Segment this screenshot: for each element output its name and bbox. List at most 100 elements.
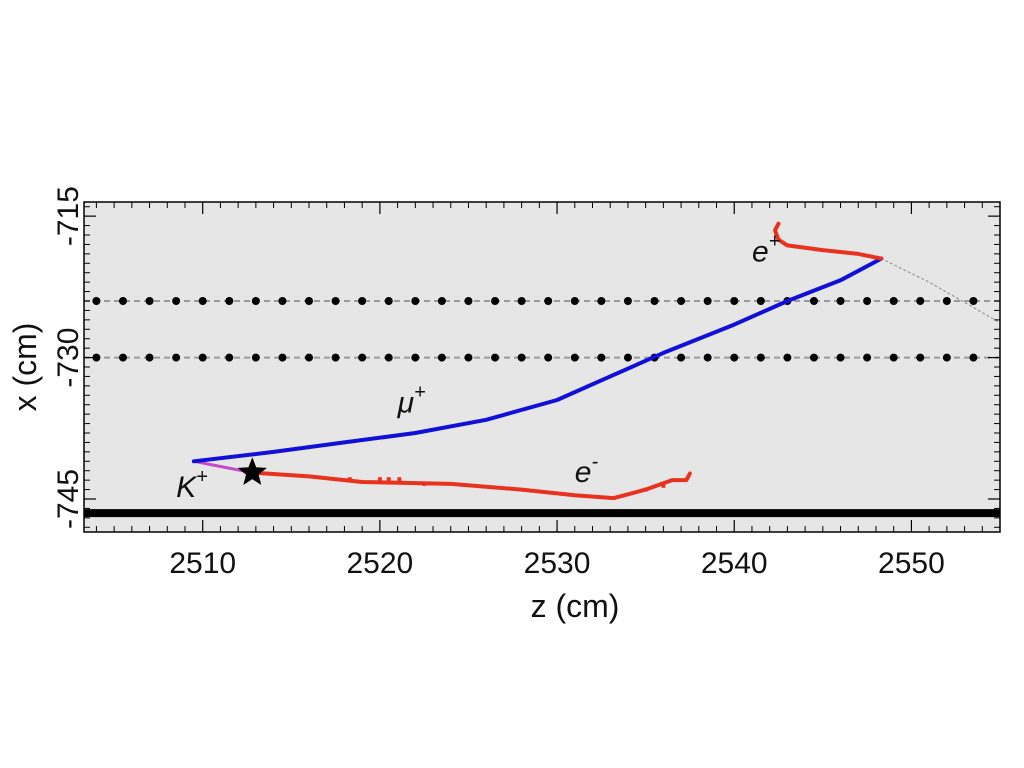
wire-dot [278,353,287,362]
e-hit-dot [397,477,402,482]
wire-dot [756,353,765,362]
plot-content [84,221,1000,518]
wire-dot [863,353,872,362]
track-e- [250,470,692,501]
y-tick-label: -715 [52,186,85,246]
wire-dot [544,353,553,362]
e-hit-dot [643,487,648,492]
wire-dot [491,353,500,362]
particle-label-charge: - [591,451,598,473]
x-tick-label: 2520 [347,547,414,580]
wire-dot [172,297,181,305]
track-e- [773,221,884,261]
wire-dot [544,297,553,305]
wire-dot [437,297,446,305]
wire-dot [145,353,154,362]
particle-label: K+ [176,466,208,504]
wire-dot [623,297,632,305]
wire-dot [517,353,526,362]
particle-label: e- [575,451,599,489]
y-tick-label: -730 [52,328,85,388]
x-axis-label: z (cm) [531,588,620,624]
wire-dot [198,297,207,305]
wire-dot [251,297,260,305]
wire-dot [331,353,340,362]
x-tick-label: 2510 [169,547,236,580]
decay-vertex-star [237,457,267,486]
wire-dot [331,297,340,305]
wire-dot [570,353,579,362]
particle-label-symbol: e [752,235,769,268]
wire-dot [570,297,579,305]
wire-dot [730,297,739,305]
wire-dot [198,353,207,362]
wire-dot [730,353,739,362]
y-axis-label: x (cm) [7,323,43,412]
wire-dot [836,353,845,362]
wire-dot [597,353,606,362]
wire-dot [836,297,845,305]
particle-label-charge: + [196,466,208,488]
particle-label-symbol: K [176,471,198,504]
y-tick-label: -745 [52,469,85,529]
particle-label-charge: + [414,381,426,403]
wire-dot [145,297,154,305]
wire-dot [969,353,978,362]
wire-dot [942,353,951,362]
wire-dot [916,353,925,362]
wire-dot [889,297,898,305]
wire-dot [437,353,446,362]
e-hit-dot [661,483,666,488]
wire-dot [225,297,234,305]
particle-label-symbol: μ [397,386,414,419]
wire-dot [756,297,765,305]
wire-dot [623,353,632,362]
wire-dot [464,353,473,362]
e-hit-dot [377,477,382,482]
wire-dot [172,353,181,362]
e-hit-dot [347,477,352,482]
wire-dot [225,353,234,362]
wire-dot [118,353,127,362]
wire-dot [677,353,686,362]
wire-dot [942,297,951,305]
particle-label: e+ [752,230,780,268]
track-- [191,256,884,464]
wire-dot [517,297,526,305]
wire-dot [118,297,127,305]
wire-dot [703,353,712,362]
wire-dot [305,297,314,305]
tick-layer: 2510 2520 2530 2540 2550 -745 -730 -715 [52,186,1001,580]
wire-dot [464,297,473,305]
wire-dot [384,353,393,362]
wire-dot [809,297,818,305]
e-hit-dot [422,481,427,486]
wire-dot [650,297,659,305]
wire-dot [597,297,606,305]
wire-dot [358,297,367,305]
wire-dot [783,353,792,362]
wire-dot [809,353,818,362]
wire-dot [278,297,287,305]
wire-dot [969,297,978,305]
plot-layer: K+μ+e-e+ [84,221,1000,518]
wire-dot [92,297,101,305]
wire-dot [916,297,925,305]
wire-dot [491,297,500,305]
wire-dot [411,297,420,305]
wire-dot [305,353,314,362]
x-tick-label: 2530 [524,547,591,580]
wire-dot [384,297,393,305]
wire-dot [358,353,367,362]
wire-dot [863,297,872,305]
particle-label-charge: + [769,230,781,252]
wire-dot [703,297,712,305]
plot-background [84,202,1000,532]
particle-label-symbol: e [575,456,592,489]
e-hit-dot [386,477,391,482]
wire-dot [889,353,898,362]
x-tick-label: 2540 [701,547,768,580]
wire-dot [251,353,260,362]
wire-dot [411,353,420,362]
